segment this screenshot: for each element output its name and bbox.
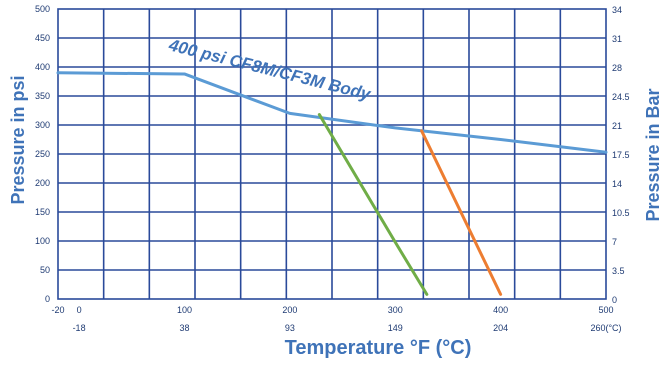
y-tick-label-psi: 450 — [35, 33, 50, 43]
y-tick-label-psi: 200 — [35, 178, 50, 188]
x-tick-label-c: 260(°C) — [590, 323, 621, 333]
y-tick-label-bar: 17.5 — [612, 150, 630, 160]
y-tick-label-bar: 28 — [612, 63, 622, 73]
x-tick-label-c: 38 — [179, 323, 189, 333]
tick-labels: 05010015020025030035040045050003.5710.51… — [35, 4, 630, 333]
y-tick-label-bar: 14 — [612, 179, 622, 189]
x-tick-label-c: 204 — [493, 323, 508, 333]
x-tick-label-f: 300 — [388, 305, 403, 315]
y-tick-label-bar: 31 — [612, 34, 622, 44]
y-tick-label-psi: 50 — [40, 265, 50, 275]
series-line-1 — [56, 71, 608, 154]
x-tick-label-f: 100 — [177, 305, 192, 315]
y-tick-label-bar: 21 — [612, 121, 622, 131]
y-axis-title-right: Pressure in Bar — [643, 88, 662, 221]
y-tick-label-bar: 34 — [612, 5, 622, 15]
series-line-3 — [420, 129, 503, 296]
x-tick-label-f: 500 — [598, 305, 613, 315]
x-axis-title: Temperature °F (°C) — [285, 337, 472, 359]
y-tick-label-psi: 250 — [35, 149, 50, 159]
y-tick-label-bar: 10.5 — [612, 208, 630, 218]
y-tick-label-psi: 150 — [35, 207, 50, 217]
series-lines — [56, 71, 608, 296]
x-tick-label-f: 0 — [77, 305, 82, 315]
y-tick-label-bar: 24.5 — [612, 92, 630, 102]
chart-annotation: 400 psi CF8M/CF3M Body — [166, 35, 374, 104]
y-tick-label-psi: 500 — [35, 4, 50, 14]
series-line-2 — [317, 113, 429, 296]
y-tick-label-bar: 3.5 — [612, 266, 625, 276]
x-tick-label-c: 93 — [285, 323, 295, 333]
y-tick-label-bar: 0 — [612, 295, 617, 305]
y-tick-label-psi: 300 — [35, 120, 50, 130]
y-tick-label-psi: 0 — [45, 294, 50, 304]
y-tick-label-psi: 400 — [35, 62, 50, 72]
x-tick-label-c: -18 — [73, 323, 86, 333]
y-tick-label-bar: 7 — [612, 237, 617, 247]
y-tick-label-psi: 100 — [35, 236, 50, 246]
x-tick-label-c: 149 — [388, 323, 403, 333]
x-tick-label-f: -20 — [51, 305, 64, 315]
y-tick-label-psi: 350 — [35, 91, 50, 101]
x-tick-label-f: 400 — [493, 305, 508, 315]
y-axis-title-left: Pressure in psi — [8, 75, 28, 204]
x-tick-label-f: 200 — [282, 305, 297, 315]
grid — [57, 8, 607, 300]
